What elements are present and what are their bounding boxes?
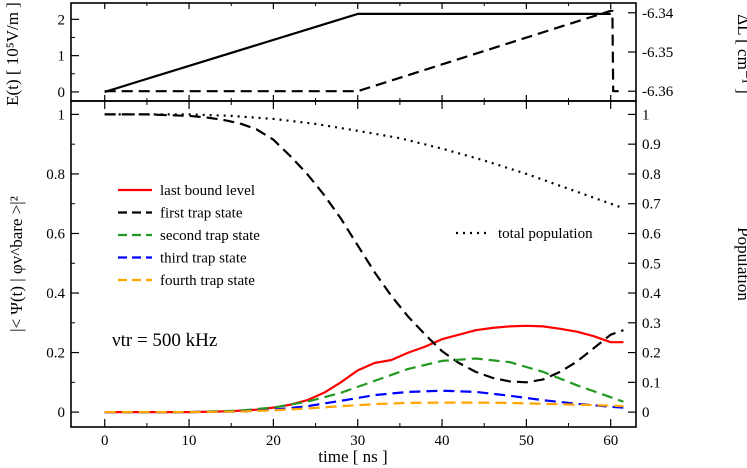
- bottom-right-y-tick-label: 0.7: [642, 197, 661, 213]
- bottom-y-tick-label: 0.6: [46, 226, 65, 242]
- bottom-right-y-tick-label: 0.1: [642, 375, 661, 391]
- series-line-detuning: [104, 9, 624, 93]
- bottom-right-y-tick-label: 0.3: [642, 316, 661, 332]
- legend: last bound level first trap state second t…: [118, 183, 593, 289]
- bottom-right-y-tick-label: 0.6: [642, 226, 661, 242]
- top-left-y-label: E(t) [ 10⁵V/m ]: [3, 2, 22, 106]
- series-line-total-population: [104, 113, 624, 210]
- series-line-first-trap-state: [104, 113, 624, 384]
- top-y-tick-label: 2: [58, 12, 66, 28]
- bottom-right-y-tick-label: 0.5: [642, 256, 661, 272]
- x-tick-label: 50: [519, 433, 534, 449]
- series-line-fourth-trap-state: [104, 401, 624, 414]
- bottom-right-y-tick-label: 1: [642, 107, 650, 123]
- legend-label: last bound level: [160, 183, 255, 199]
- bottom-left-y-label: |< Ψ(t) | φv^bare >|²: [7, 196, 26, 332]
- x-tick-label: 10: [182, 433, 197, 449]
- bottom-axis-ticks: 0 10 20 30 40 50 6000.20.40.60.8100.10.20.30.4…: [46, 101, 661, 449]
- bottom-y-tick-label: 0: [58, 405, 66, 421]
- top-right-y-tick-label: -6.35: [642, 45, 673, 61]
- legend-label: fourth trap state: [160, 273, 255, 289]
- bottom-y-tick-label: 0.4: [46, 286, 65, 302]
- bottom-right-y-tick-label: 0.2: [642, 346, 661, 362]
- bottom-right-y-tick-label: 0.8: [642, 167, 661, 183]
- top-axis-ticks: 0 1 2 -6.36 -6.35 -6.34: [58, 3, 674, 101]
- bottom-y-tick-label: 0.8: [46, 167, 65, 183]
- x-tick-label: 0: [101, 433, 109, 449]
- series-line-e-t-: [104, 12, 611, 93]
- top-y-tick-label: 1: [58, 49, 66, 65]
- legend-label: third trap state: [160, 251, 247, 267]
- x-tick-label: 40: [435, 433, 450, 449]
- bottom-right-y-label: Population: [734, 227, 747, 301]
- bottom-right-y-tick-label: 0: [642, 405, 650, 421]
- legend-label: total population: [498, 226, 593, 242]
- top-y-tick-label: 0: [58, 85, 66, 101]
- top-right-y-tick-label: -6.36: [642, 84, 674, 100]
- legend-label: second trap state: [160, 228, 260, 244]
- bottom-right-y-tick-label: 0.9: [642, 137, 661, 153]
- frequency-annotation: νtr = 500 kHz: [112, 330, 217, 351]
- x-axis-label: time [ ns ]: [318, 447, 387, 466]
- top-panel-frame: [70, 2, 637, 102]
- x-tick-label: 60: [603, 433, 618, 449]
- bottom-y-tick-label: 1: [58, 107, 66, 123]
- top-right-y-tick-label: -6.34: [642, 6, 674, 22]
- top-right-y-label: ΔL [ cm⁻¹ ]: [734, 14, 747, 94]
- bottom-panel-frame: [70, 100, 637, 428]
- bottom-y-tick-label: 0.2: [46, 346, 65, 362]
- x-tick-label: 30: [350, 433, 365, 449]
- series-line-second-trap-state: [104, 357, 624, 414]
- series-line-third-trap-state: [104, 389, 624, 414]
- x-tick-label: 20: [266, 433, 281, 449]
- legend-label: first trap state: [160, 206, 243, 222]
- bottom-series-group: [104, 113, 624, 414]
- bottom-right-y-tick-label: 0.4: [642, 286, 661, 302]
- top-series-group: [104, 9, 624, 93]
